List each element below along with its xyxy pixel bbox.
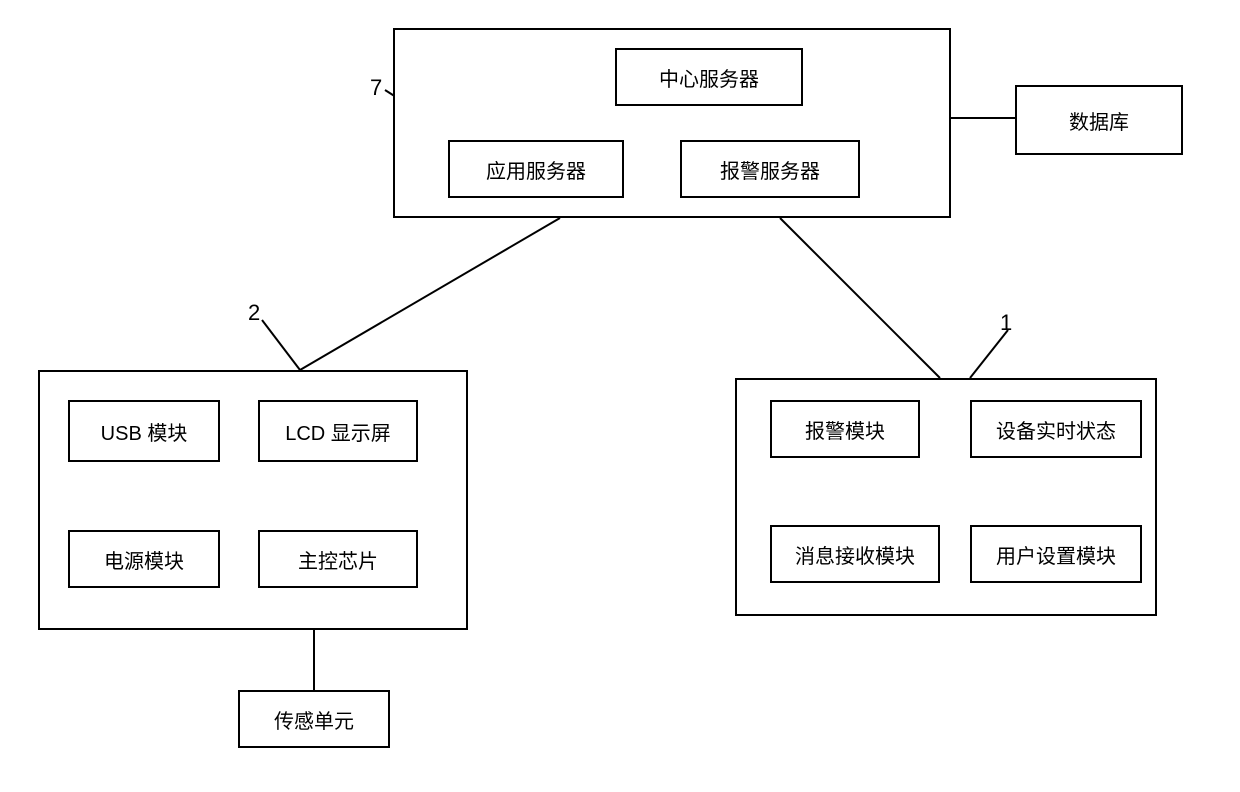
server-group-label: 7 [370, 75, 382, 101]
alarm-server-box: 报警服务器 [680, 140, 860, 198]
client-group-label: 1 [1000, 310, 1012, 336]
lcd-display-box: LCD 显示屏 [258, 400, 418, 462]
sensor-unit-box: 传感单元 [238, 690, 390, 748]
usb-module-box: USB 模块 [68, 400, 220, 462]
database-box: 数据库 [1015, 85, 1183, 155]
center-server-box: 中心服务器 [615, 48, 803, 106]
msg-receive-box: 消息接收模块 [770, 525, 940, 583]
device-group-label: 2 [248, 300, 260, 326]
power-module-box: 电源模块 [68, 530, 220, 588]
user-settings-box: 用户设置模块 [970, 525, 1142, 583]
alarm-module-box: 报警模块 [770, 400, 920, 458]
main-chip-box: 主控芯片 [258, 530, 418, 588]
device-status-box: 设备实时状态 [970, 400, 1142, 458]
app-server-box: 应用服务器 [448, 140, 624, 198]
